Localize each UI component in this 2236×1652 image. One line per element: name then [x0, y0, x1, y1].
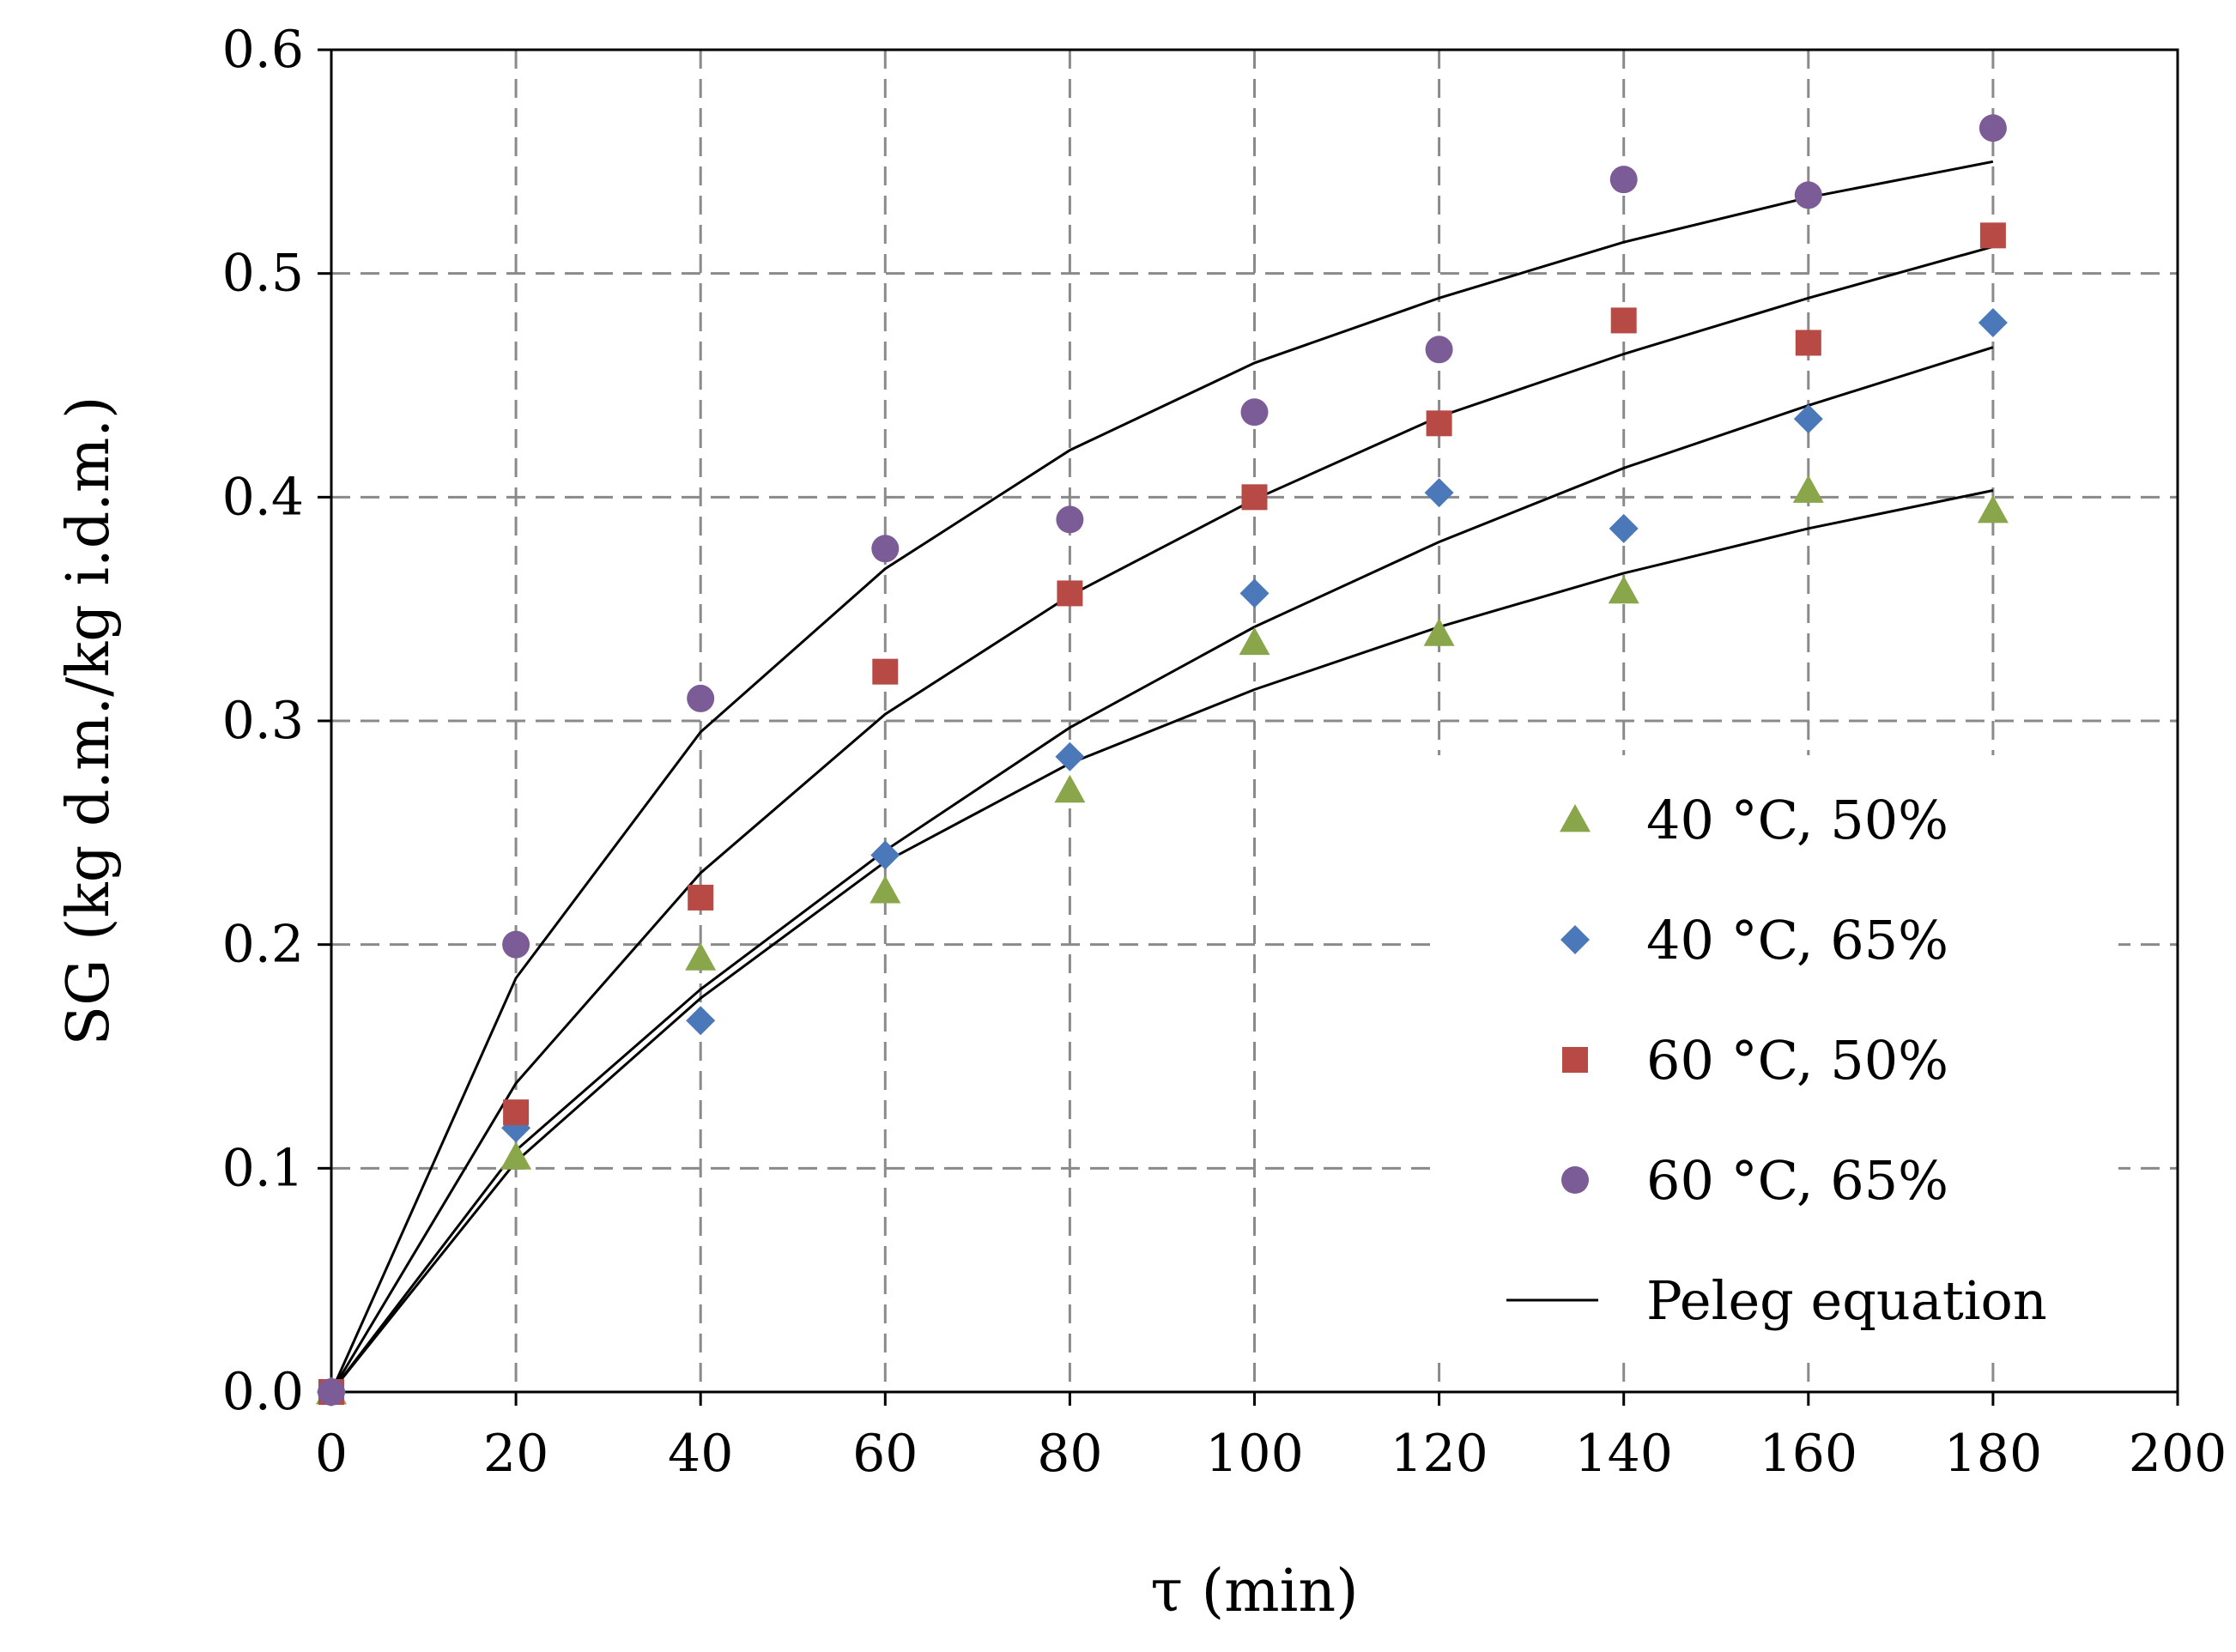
data-point [688, 884, 714, 911]
data-point [1792, 475, 1824, 503]
data-point [1054, 774, 1086, 803]
data-point [1977, 494, 2009, 523]
x-axis-title: τ (min) [1150, 1558, 1358, 1625]
data-point [1609, 166, 1638, 194]
legend-marker [1562, 1047, 1588, 1073]
legend-marker [1560, 804, 1591, 832]
data-point [687, 684, 715, 712]
x-tick-label: 40 [668, 1424, 733, 1484]
x-tick-label: 160 [1760, 1424, 1858, 1484]
legend-backdrop [1432, 755, 2118, 1356]
data-point [1239, 626, 1270, 656]
fit-curves [330, 160, 1994, 1393]
x-tick-label: 200 [2129, 1424, 2227, 1484]
data-point [1055, 741, 1085, 772]
y-tick-label: 0.2 [222, 915, 304, 975]
y-tick-label: 0.1 [222, 1138, 304, 1198]
y-axis-title: SG (kg d.m./kg i.d.m.) [55, 396, 123, 1045]
legend-label: 60 °C, 65% [1646, 1149, 1948, 1212]
data-point [1057, 580, 1083, 607]
legend-marker [1561, 1166, 1589, 1194]
legend-marker [1560, 925, 1590, 954]
x-tick-label: 80 [1037, 1424, 1102, 1484]
legend-label: 60 °C, 50% [1646, 1029, 1948, 1092]
data-point [1610, 307, 1637, 334]
data-point [1241, 484, 1268, 511]
data-point [685, 942, 717, 971]
data-point [1425, 336, 1453, 364]
data-point [1608, 575, 1639, 604]
legend-label: 40 °C, 65% [1646, 909, 1948, 971]
data-point [318, 1378, 345, 1406]
legend: 40 °C, 50% 40 °C, 65% 60 °C, 50% 60 °C, 65%… [1506, 789, 2047, 1332]
legend-backdrop-rect [1432, 755, 2118, 1356]
data-point [870, 840, 900, 870]
data-point [1426, 410, 1452, 437]
data-point [871, 535, 900, 563]
data-point [1978, 308, 2008, 338]
data-point [1056, 505, 1084, 534]
y-tick-label: 0.3 [222, 691, 304, 751]
data-point [1424, 478, 1454, 508]
data-point [503, 1099, 530, 1126]
data-point [1423, 618, 1455, 646]
data-point [1794, 181, 1822, 209]
x-tick-label: 180 [1944, 1424, 2043, 1484]
data-point [1239, 578, 1269, 608]
x-tick-label: 140 [1574, 1424, 1673, 1484]
data-point [872, 658, 899, 685]
legend-label-fit: Peleg equation [1646, 1269, 2047, 1332]
data-point [1795, 330, 1821, 356]
data-point [1609, 513, 1639, 543]
peleg-fit-line [330, 160, 1994, 1393]
x-tick-label: 120 [1390, 1424, 1488, 1484]
peleg-fit-line [330, 489, 1994, 1393]
y-tick-label: 0.0 [222, 1362, 304, 1422]
data-point [1793, 404, 1823, 434]
data-point [686, 1006, 716, 1036]
y-tick-label: 0.4 [222, 467, 304, 527]
data-point [502, 930, 530, 959]
data-point [870, 875, 901, 904]
tick-labels: 0 20 40 60 80 100 120 140 160 180 200 0.0 0.1 0.2 0.3 0… [222, 20, 2227, 1484]
x-tick-label: 20 [483, 1424, 548, 1484]
peleg-fit-line [330, 346, 1994, 1393]
data-markers [316, 114, 2009, 1407]
data-point [1978, 114, 2007, 142]
peleg-fit-line [330, 245, 1994, 1393]
y-tick-label: 0.6 [222, 20, 304, 80]
data-point [1240, 398, 1269, 427]
data-point [1979, 222, 2006, 249]
x-tick-label: 0 [315, 1424, 348, 1484]
x-tick-label: 100 [1205, 1424, 1304, 1484]
x-tick-label: 60 [852, 1424, 918, 1484]
y-tick-label: 0.5 [222, 244, 304, 304]
data-point [500, 1141, 532, 1170]
legend-label: 40 °C, 50% [1646, 789, 1948, 851]
